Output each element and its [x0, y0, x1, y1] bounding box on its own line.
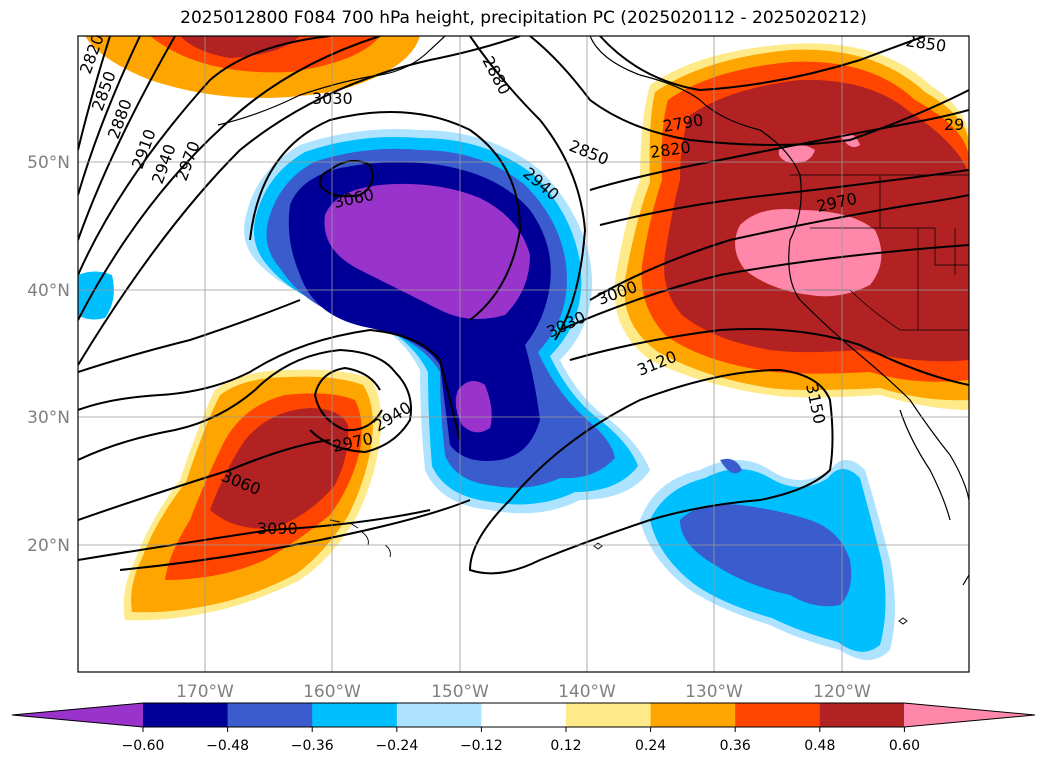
- latitude-labels: 50°N 40°N 30°N 20°N: [27, 153, 70, 556]
- colorbar-ticks: −0.60 −0.48 −0.36 −0.24 −0.12 0.12 0.24 0.36 0.4…: [122, 727, 920, 754]
- graticule: [78, 36, 969, 672]
- colorbar-tick-label: 0.60: [889, 738, 920, 754]
- contour-label: 2850: [567, 136, 612, 169]
- positive-anomaly-sw: [123, 369, 382, 621]
- lon-label: 130°W: [685, 682, 743, 702]
- contour-label: 2850: [904, 31, 947, 55]
- colorbar-segment: [143, 703, 229, 727]
- lat-label: 50°N: [27, 153, 70, 173]
- contour-label: 3090: [257, 519, 298, 538]
- lon-label: 120°W: [813, 682, 871, 702]
- lon-label: 150°W: [431, 682, 489, 702]
- colorbar-segment: [650, 703, 736, 727]
- colorbar-segment: [566, 703, 652, 727]
- colorbar-tick-label: −0.12: [460, 738, 503, 754]
- colorbar: −0.60 −0.48 −0.36 −0.24 −0.12 0.12 0.24 0.36 0.4…: [11, 702, 1036, 754]
- colorbar-tick-label: 0.24: [635, 738, 666, 754]
- lon-label: 170°W: [176, 682, 234, 702]
- colorbar-tick-label: −0.48: [206, 738, 249, 754]
- colorbar-tick-label: −0.60: [122, 738, 165, 754]
- lat-label: 40°N: [27, 281, 70, 301]
- height-contours: [78, 36, 969, 575]
- contour-labels: 2820 2850 2880 2910 2940 2970 3030 3060 …: [78, 31, 964, 538]
- map-frame: [77, 35, 970, 673]
- colorbar-segment: [396, 703, 482, 727]
- colorbar-segment: [481, 703, 567, 727]
- longitude-labels: 170°W 160°W 150°W 140°W 130°W 120°W: [176, 682, 871, 702]
- lon-label: 140°W: [558, 682, 616, 702]
- map-title: 2025012800 F084 700 hPa height, precipit…: [180, 8, 867, 28]
- colorbar-extend-low: [12, 703, 143, 727]
- lat-label: 20°N: [27, 536, 70, 556]
- lat-label: 30°N: [27, 408, 70, 428]
- contour-label: 2970: [172, 139, 204, 184]
- colorbar-segment: [227, 703, 313, 727]
- negative-anomaly-se: [640, 458, 895, 660]
- lon-label: 160°W: [303, 682, 361, 702]
- colorbar-tick-label: 0.36: [720, 738, 751, 754]
- colorbar-tick-label: 0.48: [804, 738, 835, 754]
- map-field: 2820 2850 2880 2910 2940 2970 3030 3060 …: [78, 31, 969, 672]
- contour-label: 2880: [478, 53, 514, 98]
- colorbar-tick-label: 0.12: [550, 738, 581, 754]
- colorbar-segments: [143, 703, 905, 727]
- colorbar-segment: [819, 703, 905, 727]
- colorbar-tick-label: −0.36: [291, 738, 334, 754]
- colorbar-segment: [735, 703, 821, 727]
- contour-label: 3030: [312, 89, 353, 108]
- colorbar-tick-label: −0.24: [375, 738, 418, 754]
- colorbar-segment: [312, 703, 398, 727]
- contour-label: 29: [944, 115, 964, 134]
- colorbar-extend-high: [904, 703, 1035, 727]
